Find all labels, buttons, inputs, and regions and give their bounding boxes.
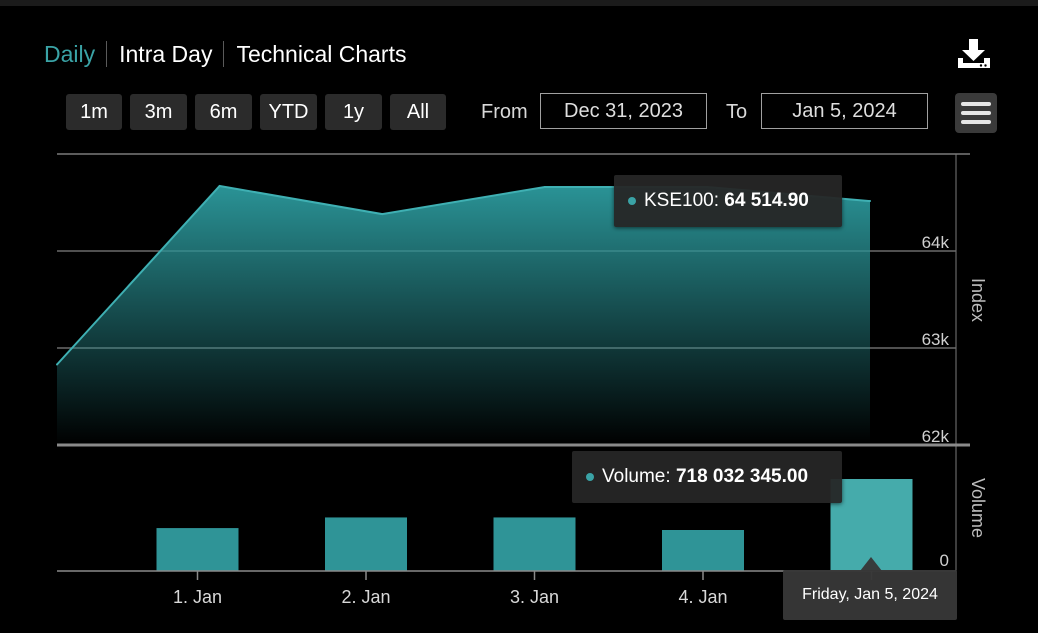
top-bar (0, 0, 1038, 6)
range-button-3m[interactable]: 3m (130, 94, 187, 130)
index-data-point (56, 363, 58, 366)
volume-tooltip-value: 718 032 345.00 (675, 466, 809, 487)
range-button-ytd[interactable]: YTD (260, 94, 317, 130)
index-tooltip-series: KSE100 (644, 190, 714, 211)
index-tooltip-value: 64 514.90 (724, 190, 809, 211)
view-tabs: Daily Intra Day Technical Charts (44, 38, 406, 70)
range-selector: 1m 3m 6m YTD 1y All (66, 94, 454, 130)
index-axis-label: Index (968, 278, 988, 322)
volume-bar[interactable] (493, 517, 576, 571)
to-label: To (726, 101, 748, 123)
index-area-fill (57, 186, 870, 445)
range-button-6m[interactable]: 6m (195, 94, 252, 130)
index-data-point (218, 185, 221, 188)
index-tick-label: 62k (922, 427, 950, 446)
from-date-input[interactable]: Dec 31, 2023 (540, 93, 707, 129)
volume-tick-label: 0 (940, 551, 949, 570)
index-tick-label: 63k (922, 330, 950, 349)
volume-bar[interactable] (830, 479, 913, 571)
volume-bar[interactable] (662, 529, 744, 571)
x-tick-label: 4. Jan (678, 587, 727, 607)
volume-axis-label: Volume (968, 478, 988, 538)
tab-daily[interactable]: Daily (44, 40, 96, 67)
tab-technical-charts[interactable]: Technical Charts (236, 40, 407, 67)
range-button-1y[interactable]: 1y (325, 94, 382, 130)
index-data-point (381, 213, 384, 216)
series-dot (628, 197, 636, 205)
date-tooltip: Friday, Jan 5, 2024 (783, 570, 957, 620)
x-tick-label: 3. Jan (510, 587, 559, 607)
series-dot (586, 473, 594, 481)
index-tooltip: KSE100: 64 514.90 (614, 175, 842, 227)
tab-divider (106, 41, 108, 67)
x-tick-label: 1. Jan (173, 587, 222, 607)
from-label: From (481, 101, 528, 123)
tab-intra-day[interactable]: Intra Day (119, 40, 213, 67)
volume-tooltip: Volume: 718 032 345.00 (572, 451, 842, 503)
range-button-all[interactable]: All (390, 94, 446, 130)
index-tick-label: 64k (922, 233, 950, 252)
volume-bar[interactable] (325, 517, 407, 571)
x-tick-label: 2. Jan (341, 587, 390, 607)
tab-divider (223, 41, 225, 67)
date-tooltip-pointer (860, 557, 882, 571)
tooltip-colon: : (665, 466, 676, 487)
tooltip-colon: : (713, 190, 725, 211)
to-date-input[interactable]: Jan 5, 2024 (761, 93, 928, 129)
hamburger-menu-icon[interactable] (955, 93, 997, 133)
volume-bar[interactable] (156, 528, 239, 571)
volume-tooltip-series: Volume (602, 466, 666, 487)
range-button-1m[interactable]: 1m (66, 94, 122, 130)
index-data-point (869, 200, 871, 203)
download-icon[interactable] (957, 38, 991, 70)
index-data-point (543, 185, 546, 188)
